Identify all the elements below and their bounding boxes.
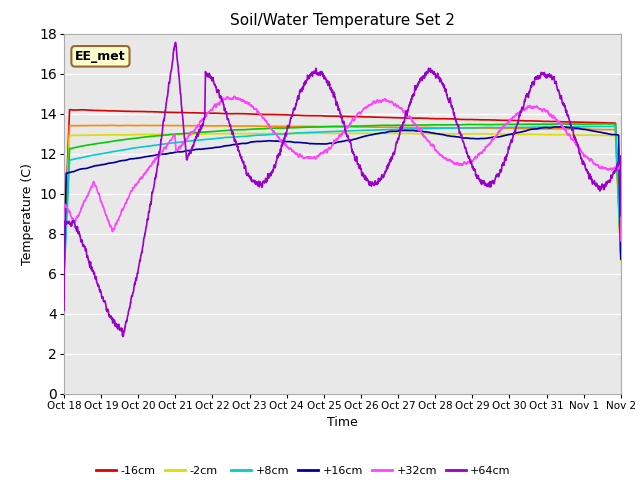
Legend: -16cm, -8cm, -2cm, +2cm, +8cm, +16cm, +32cm, +64cm: -16cm, -8cm, -2cm, +2cm, +8cm, +16cm, +3… xyxy=(92,462,515,480)
Title: Soil/Water Temperature Set 2: Soil/Water Temperature Set 2 xyxy=(230,13,455,28)
Text: EE_met: EE_met xyxy=(75,50,126,63)
Y-axis label: Temperature (C): Temperature (C) xyxy=(20,163,34,264)
X-axis label: Time: Time xyxy=(327,416,358,429)
